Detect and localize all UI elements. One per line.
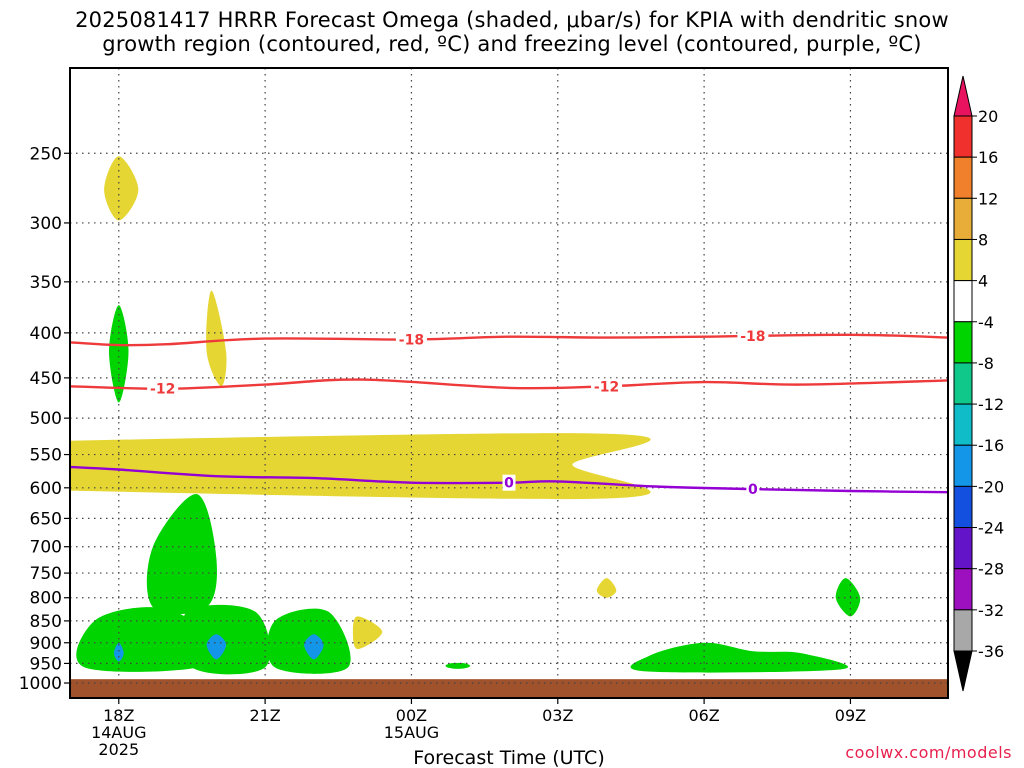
y-tick-label: 800 (30, 589, 62, 609)
x-tick-label: 2025 (98, 740, 139, 759)
colorbar-label: 4 (978, 272, 988, 291)
y-tick-label: 750 (30, 564, 62, 584)
colorbar-bin (953, 444, 973, 487)
contour-label-bg (737, 328, 769, 345)
y-tick-label: 400 (30, 324, 62, 344)
omega-region (596, 578, 617, 598)
omega-region (146, 494, 217, 615)
y-tick-label: 700 (30, 538, 62, 558)
omega-region (104, 156, 139, 221)
contour-line (70, 378, 948, 391)
contour-label-bg (591, 378, 623, 395)
colorbar-extend-top (953, 75, 973, 117)
omega-region (206, 634, 227, 660)
contour-line (70, 333, 948, 347)
y-axis: 2503003504004505005506006507007508008509… (19, 144, 70, 694)
colorbar-label: -12 (978, 395, 1004, 414)
x-tick-label: 14AUG (91, 723, 146, 742)
y-tick-label: 950 (30, 654, 62, 674)
ground-layer (70, 679, 948, 698)
colorbar-label: -16 (978, 436, 1004, 455)
contour-label: -12 (594, 379, 619, 395)
x-tick-label: 15AUG (384, 723, 439, 742)
colorbar-bin (953, 280, 973, 323)
omega-shading-layer (70, 156, 861, 675)
colorbar-bin (953, 568, 973, 611)
plot-background (70, 68, 948, 698)
contour-label-bg (502, 474, 516, 491)
ground-surface (70, 679, 948, 698)
colorbar-label: -24 (978, 519, 1004, 538)
omega-region (76, 607, 215, 672)
y-tick-label: 300 (30, 214, 62, 234)
y-tick-label: 900 (30, 634, 62, 654)
colorbar-bin (953, 362, 973, 405)
y-tick-label: 550 (30, 446, 62, 466)
y-tick-label: 850 (30, 612, 62, 632)
omega-region (113, 642, 124, 662)
chart-title-line-1: 2025081417 HRRR Forecast Omega (shaded, … (75, 8, 949, 32)
colorbar-bin (953, 527, 973, 570)
contour-label: 0 (504, 476, 514, 492)
y-tick-label: 500 (30, 409, 62, 429)
contour-label-bg (746, 481, 760, 498)
colorbar-bin (953, 238, 973, 282)
colorbar-label: 8 (978, 230, 988, 249)
colorbar: 20 16 12 8 4 -4 -8 -12 -16 -20 -24 -28 -32 -36 (953, 75, 1004, 692)
source-credit: coolwx.com/models (845, 743, 1012, 762)
colorbar-label: -36 (978, 642, 1004, 661)
y-tick-label: 350 (30, 273, 62, 293)
y-tick-label: 450 (30, 369, 62, 389)
colorbar-label: -4 (978, 313, 994, 332)
contour-layer: -18 -18 -12 -12 0 0 (70, 328, 948, 498)
colorbar-label: -20 (978, 477, 1004, 496)
colorbar-bin (953, 156, 973, 199)
omega-region (445, 662, 470, 669)
x-tick-label: 18Z (103, 706, 134, 725)
y-tick-label: 600 (30, 479, 62, 499)
colorbar-bin (953, 609, 973, 652)
x-tick-label: 00Z (396, 706, 427, 725)
omega-region (304, 634, 324, 660)
contour-label-bg (147, 380, 179, 397)
x-tick-label: 03Z (542, 706, 573, 725)
x-tick-label: 06Z (688, 706, 719, 725)
colorbar-label: 16 (978, 148, 998, 167)
colorbar-label: -8 (978, 354, 994, 373)
omega-region (835, 578, 861, 617)
colorbar-bin (953, 197, 973, 240)
x-tick-label: 21Z (249, 706, 280, 725)
y-tick-label: 250 (30, 144, 62, 164)
colorbar-label: 20 (978, 107, 998, 126)
y-tick-label: 1000 (19, 674, 62, 694)
colorbar-label: -28 (978, 560, 1004, 579)
omega-region (109, 305, 129, 403)
contour-label: -12 (150, 382, 175, 398)
colorbar-bin (953, 485, 973, 529)
contour-label: 0 (748, 482, 758, 498)
contour-label: -18 (740, 329, 765, 345)
colorbar-bin (953, 115, 973, 158)
omega-region (70, 433, 651, 500)
colorbar-label: -32 (978, 601, 1004, 620)
omega-region (206, 290, 227, 387)
colorbar-extend-bottom (953, 650, 973, 692)
colorbar-bin (953, 321, 973, 364)
contour-label-bg (395, 331, 427, 348)
x-tick-label: 09Z (835, 706, 866, 725)
colorbar-bin (953, 403, 973, 446)
x-axis-label: Forecast Time (UTC) (413, 747, 604, 768)
chart-title-line-2: growth region (contoured, red, ºC) and f… (102, 32, 922, 56)
omega-region (180, 604, 271, 675)
omega-region (630, 642, 849, 673)
colorbar-label: 12 (978, 189, 998, 208)
plot-frame (69, 67, 949, 699)
y-tick-label: 650 (30, 509, 62, 529)
omega-region (352, 616, 383, 650)
contour-label: -18 (399, 333, 424, 349)
